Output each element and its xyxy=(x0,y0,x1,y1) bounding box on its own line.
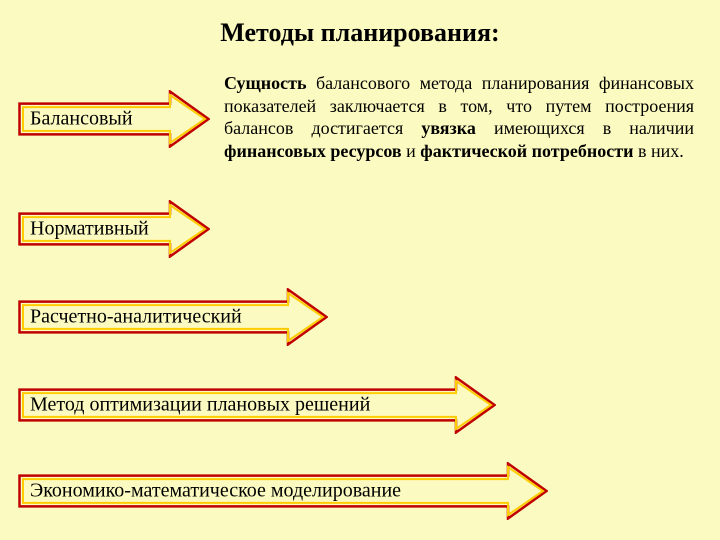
method-arrow: Метод оптимизации плановых решений xyxy=(18,376,496,434)
method-arrow-label: Метод оптимизации плановых решений xyxy=(30,394,370,417)
method-arrow: Экономико-математическое моделирование xyxy=(18,462,548,520)
method-arrow-label: Балансовый xyxy=(30,108,133,131)
method-arrow-label: Нормативный xyxy=(30,218,149,241)
page-title: Методы планирования: xyxy=(0,18,720,48)
method-arrow-label: Расчетно-аналитический xyxy=(30,306,242,329)
title-text: Методы планирования: xyxy=(220,18,499,47)
method-arrow: Нормативный xyxy=(18,200,210,258)
method-arrow-label: Экономико-математическое моделирование xyxy=(30,480,401,503)
method-arrow: Расчетно-аналитический xyxy=(18,288,328,346)
method-arrow: Балансовый xyxy=(18,90,210,148)
description-text: Сущность балансового метода планирования… xyxy=(224,72,694,162)
